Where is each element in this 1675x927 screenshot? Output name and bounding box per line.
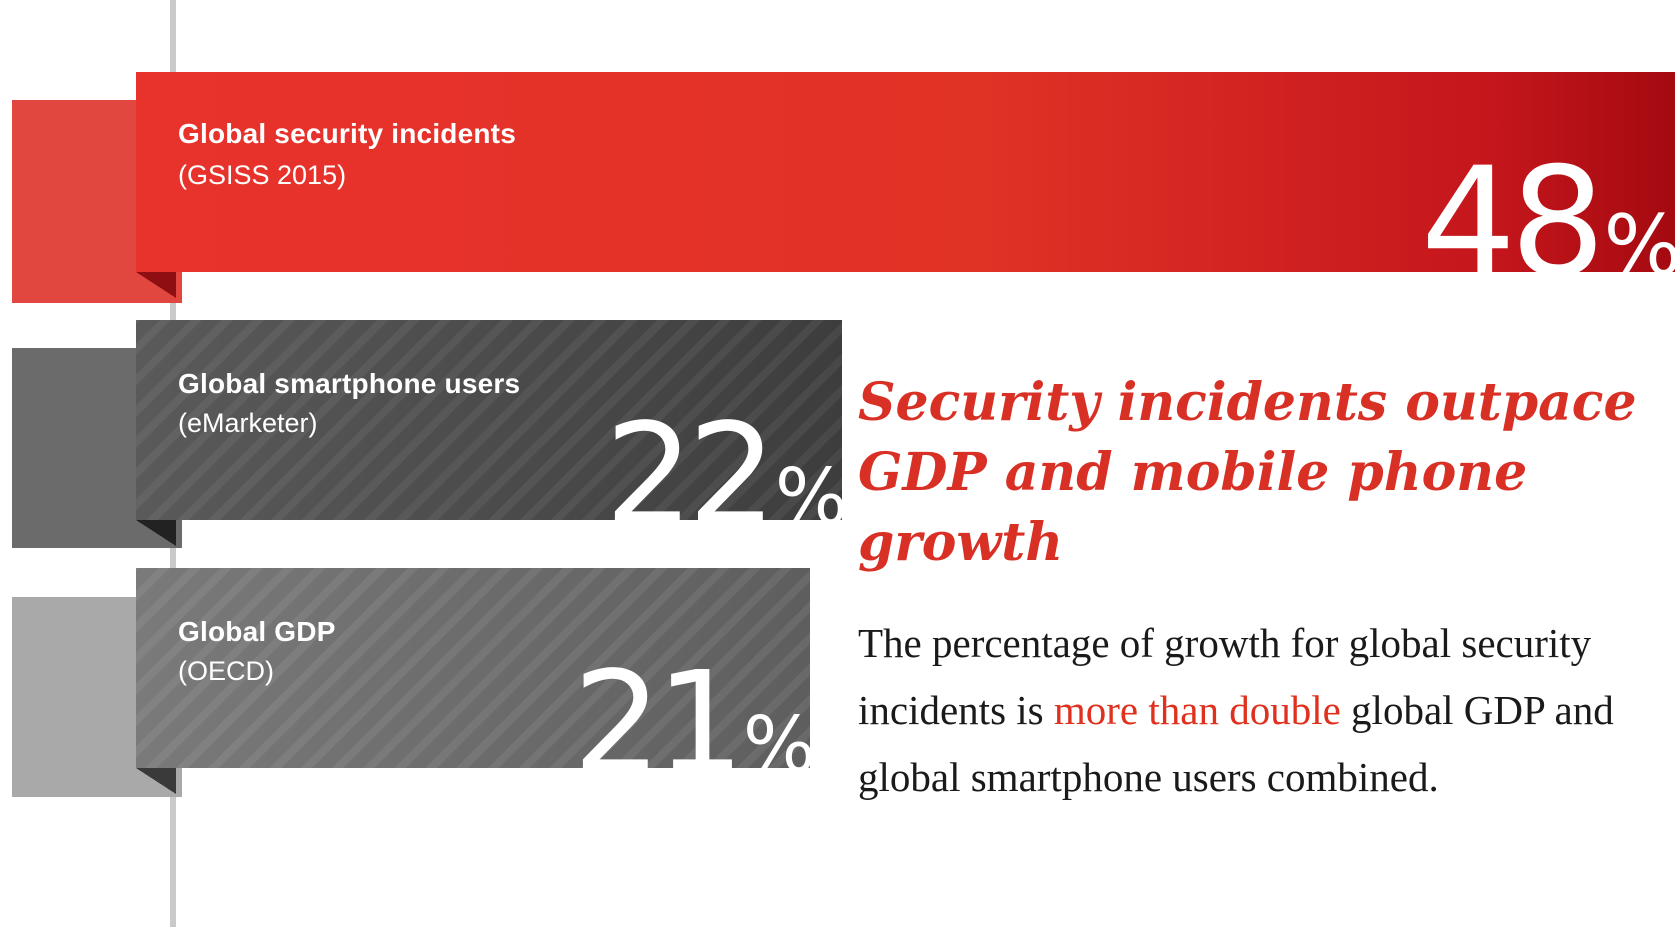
bar-security-incidents: Global security incidents (GSISS 2015) 48% bbox=[136, 72, 1675, 272]
bar-value-security-incidents: 48% bbox=[1421, 148, 1675, 272]
bar-label-gdp: Global GDP bbox=[178, 616, 336, 647]
bar-label-security-incidents: Global security incidents bbox=[178, 118, 516, 149]
bar-label-smartphone-users: Global smartphone users bbox=[178, 368, 521, 399]
bar-value-gdp: 21% bbox=[573, 654, 810, 769]
bar-value-number-security-incidents: 48 bbox=[1420, 136, 1606, 272]
bar-source-security-incidents: (GSISS 2015) bbox=[178, 160, 347, 190]
body-text-before: The percentage of growth for global secu… bbox=[858, 620, 1592, 733]
bar-fold-smartphone-users bbox=[136, 520, 176, 546]
bar-value-unit-security-incidents: % bbox=[1603, 198, 1675, 272]
bar-value-smartphone-users: 22% bbox=[605, 406, 842, 521]
body-text-highlight: more than double bbox=[1053, 687, 1341, 733]
bar-smartphone-users: Global smartphone users (eMarketer) 22% bbox=[136, 320, 842, 520]
bar-value-unit-smartphone-users: % bbox=[774, 453, 842, 520]
bar-value-number-smartphone-users: 22 bbox=[604, 394, 777, 521]
bar-value-number-gdp: 21 bbox=[572, 642, 745, 769]
bar-source-gdp: (OECD) bbox=[178, 656, 274, 686]
bar-source-smartphone-users: (eMarketer) bbox=[178, 408, 318, 438]
headline: Security incidents outpace GDP and mobil… bbox=[858, 372, 1637, 573]
bar-fold-gdp bbox=[136, 768, 176, 794]
bar-value-unit-gdp: % bbox=[742, 701, 810, 768]
bar-gdp: Global GDP (OECD) 21% bbox=[136, 568, 810, 768]
bar-fold-security-incidents bbox=[136, 272, 176, 298]
body-text-after: global GDP and global smartphone users c… bbox=[858, 687, 1614, 800]
body-text: The percentage of growth for global secu… bbox=[858, 610, 1648, 811]
